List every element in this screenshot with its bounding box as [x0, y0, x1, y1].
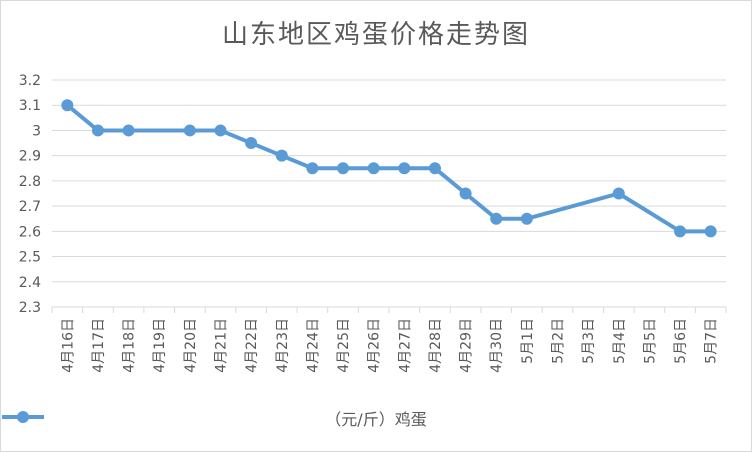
- data-point: [612, 187, 625, 200]
- x-tick-label: 4月16日: [60, 318, 76, 373]
- data-point: [91, 124, 104, 137]
- data-point: [398, 162, 411, 175]
- data-point: [337, 162, 350, 175]
- x-tick-label: 4月27日: [397, 318, 413, 373]
- legend: （元/斤）鸡蛋: [0, 406, 752, 430]
- y-tick-label: 3.2: [19, 73, 41, 89]
- y-tick-label: 2.6: [19, 224, 41, 240]
- legend-swatch: [2, 411, 44, 423]
- x-tick-label: 4月19日: [152, 318, 168, 373]
- x-tick-label: 4月28日: [428, 318, 444, 373]
- data-point: [704, 225, 717, 238]
- x-tick-label: 4月20日: [183, 318, 199, 373]
- data-point: [367, 162, 380, 175]
- x-tick-label: 5月5日: [642, 318, 658, 364]
- x-tick-label: 5月1日: [520, 318, 536, 364]
- x-tick-label: 5月6日: [673, 318, 689, 364]
- data-point: [122, 124, 135, 137]
- data-point: [306, 162, 319, 175]
- x-tick-label: 4月25日: [336, 318, 352, 373]
- data-point: [490, 212, 503, 225]
- x-tick-label: 4月30日: [489, 318, 505, 373]
- x-tick-label: 4月17日: [91, 318, 107, 373]
- x-tick-label: 5月3日: [581, 318, 597, 364]
- y-tick-label: 2.7: [19, 199, 41, 215]
- legend-label: （元/斤）鸡蛋: [325, 410, 427, 429]
- data-point: [275, 149, 288, 162]
- x-tick-label: 4月26日: [367, 318, 383, 373]
- x-tick-label: 5月2日: [551, 318, 567, 364]
- y-tick-label: 2.4: [19, 275, 41, 291]
- x-tick-label: 4月18日: [122, 318, 138, 373]
- y-tick-label: 2.9: [19, 149, 41, 165]
- y-tick-label: 3: [32, 123, 41, 139]
- chart-title: 山东地区鸡蛋价格走势图: [221, 20, 530, 50]
- y-tick-label: 2.5: [19, 250, 41, 266]
- data-point: [183, 124, 196, 137]
- data-point: [674, 225, 687, 238]
- y-tick-label: 3.1: [19, 98, 41, 114]
- x-tick-label: 4月29日: [459, 318, 475, 373]
- x-tick-label: 5月7日: [704, 318, 720, 364]
- data-point: [214, 124, 227, 137]
- x-tick-label: 4月23日: [275, 318, 291, 373]
- x-tick-label: 4月22日: [244, 318, 260, 373]
- data-point: [61, 99, 74, 112]
- data-point: [428, 162, 441, 175]
- data-point: [459, 187, 472, 200]
- data-point: [520, 212, 533, 225]
- x-tick-label: 4月21日: [214, 318, 230, 373]
- y-tick-label: 2.3: [19, 300, 41, 316]
- data-point: [245, 137, 258, 150]
- x-tick-label: 4月24日: [305, 318, 321, 373]
- y-tick-label: 2.8: [19, 174, 41, 190]
- x-tick-label: 5月4日: [612, 318, 628, 364]
- series-line: [65, 103, 713, 234]
